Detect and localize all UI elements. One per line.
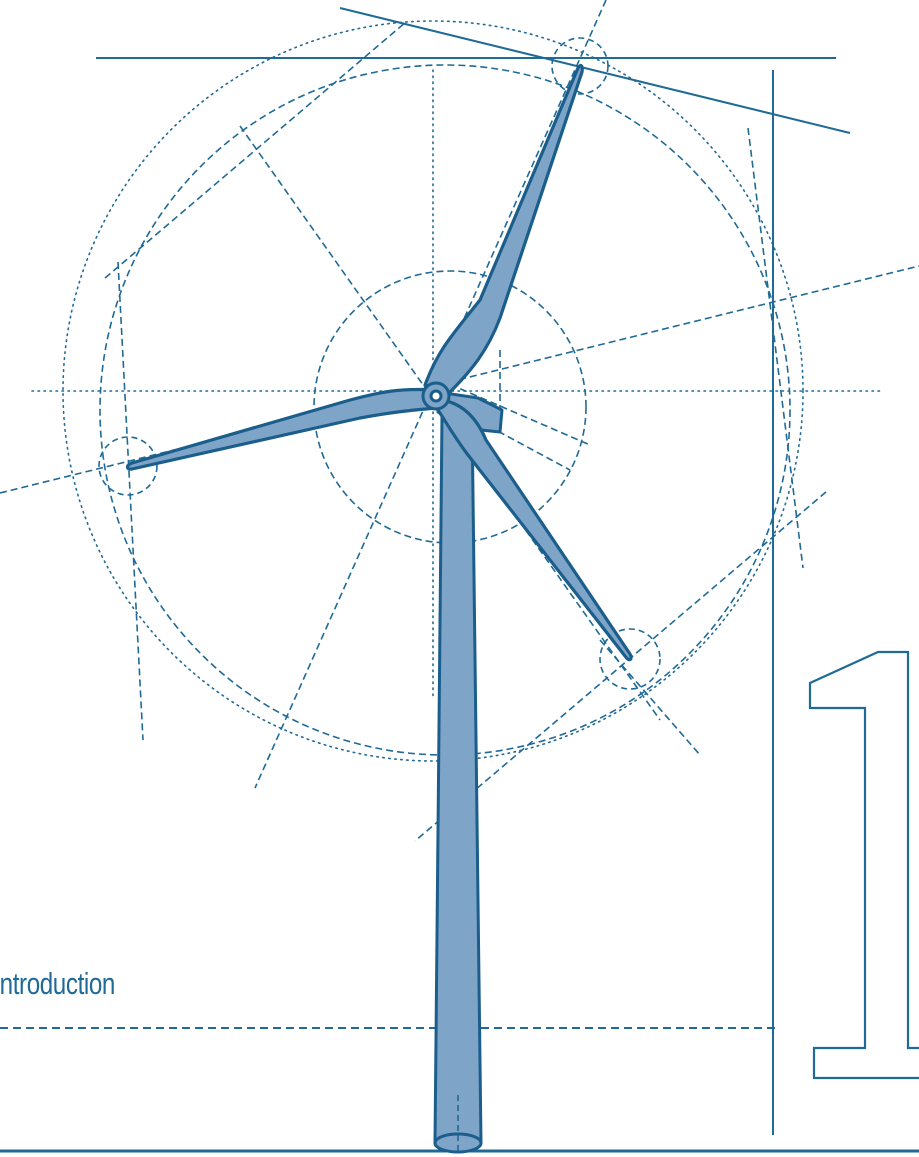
chapter-number-glyph: [808, 650, 919, 1080]
blade-lower: [436, 398, 633, 662]
chapter-heading: Introduction: [0, 962, 160, 1006]
tower-base: [433, 1132, 483, 1154]
tangent-line: [339, 7, 851, 134]
turbine-blades: [125, 63, 633, 662]
blade-tip-circle-bottom: [599, 628, 661, 690]
blade-upper: [423, 63, 584, 394]
blade-tip-circle-left: [98, 436, 158, 496]
turbine-hub: [421, 381, 451, 411]
turbine-tower: [433, 413, 483, 1155]
blade-left: [125, 387, 438, 471]
blade-tip-circle-top: [551, 37, 609, 95]
chapter-heading-text: Introduction: [0, 966, 115, 1001]
rotor-circle-outer: [62, 20, 804, 762]
